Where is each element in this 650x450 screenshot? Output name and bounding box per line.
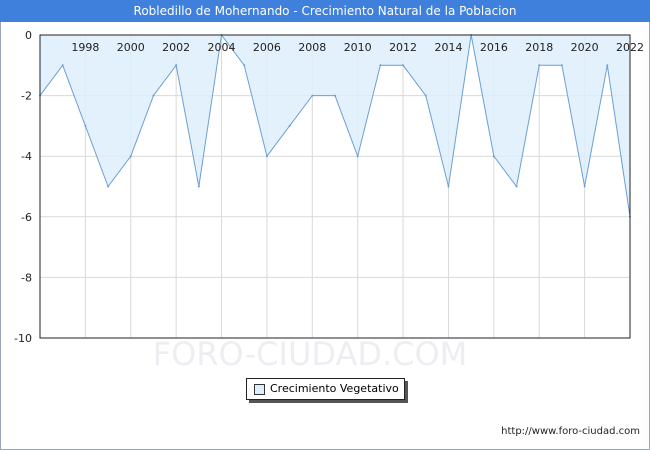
source-url[interactable]: http://www.foro-ciudad.com: [501, 426, 640, 437]
x-tick-label: 2016: [480, 41, 508, 54]
x-tick-label: 2000: [117, 41, 145, 54]
y-tick-label: -10: [14, 332, 32, 345]
data-point: [129, 155, 132, 158]
y-tick-label: -2: [21, 90, 32, 103]
x-tick-label: 2010: [344, 41, 372, 54]
data-point: [560, 64, 563, 67]
data-point: [356, 155, 359, 158]
x-tick-label: 2014: [434, 41, 462, 54]
data-point: [606, 64, 609, 67]
data-point: [492, 155, 495, 158]
data-point: [84, 124, 87, 127]
x-tick-label: 2006: [253, 41, 281, 54]
data-point: [197, 185, 200, 188]
data-point: [538, 64, 541, 67]
y-tick-label: -6: [21, 211, 32, 224]
data-point: [265, 155, 268, 158]
data-point: [288, 124, 291, 127]
x-tick-label: 2020: [571, 41, 599, 54]
data-point: [334, 94, 336, 97]
data-point: [379, 64, 382, 67]
data-point: [515, 185, 518, 188]
legend: Crecimiento Vegetativo: [246, 378, 405, 400]
data-point: [107, 185, 110, 188]
x-tick-label: 1998: [71, 41, 99, 54]
y-tick-label: -4: [21, 150, 32, 163]
data-point: [424, 94, 427, 97]
data-point: [447, 185, 450, 188]
data-point: [61, 64, 64, 67]
x-tick-label: 2008: [298, 41, 326, 54]
data-point: [583, 185, 586, 188]
x-tick-label: 2002: [162, 41, 190, 54]
series-area-fill: [40, 35, 630, 217]
data-point: [243, 64, 246, 67]
legend-swatch: [254, 384, 265, 395]
watermark: FORO-CIUDAD.COM: [153, 335, 468, 373]
y-tick-label: -8: [21, 271, 32, 284]
x-tick-label: 2012: [389, 41, 417, 54]
chart-title: Robledillo de Mohernando - Crecimiento N…: [0, 0, 650, 22]
data-point: [311, 94, 314, 97]
data-point: [152, 94, 155, 97]
x-tick-label: 2004: [208, 41, 236, 54]
x-tick-label: 2018: [525, 41, 553, 54]
data-point: [402, 64, 405, 67]
data-point: [175, 64, 178, 67]
legend-label-crecimiento: Crecimiento Vegetativo: [270, 382, 399, 395]
plot-border: [39, 34, 631, 339]
y-tick-label: 0: [25, 29, 32, 42]
